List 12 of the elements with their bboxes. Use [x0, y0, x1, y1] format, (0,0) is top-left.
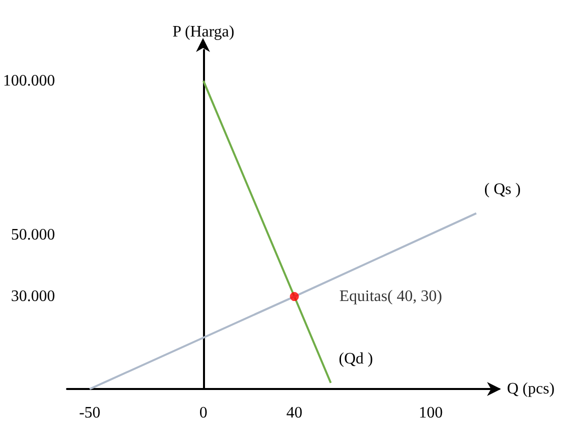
y-tick-label: 100.000: [3, 72, 55, 90]
x-tick-label: 0: [199, 404, 208, 422]
y-axis-title: P (Harga): [172, 24, 234, 40]
x-axis-title: Q (pcs): [507, 380, 555, 398]
y-tick-label: 50.000: [11, 226, 55, 244]
annotation: Equitas( 40, 30): [339, 288, 442, 306]
series-label: ( Qs ): [484, 180, 521, 198]
x-tick-label: 40: [286, 404, 302, 422]
y-tick-label: 30.000: [11, 288, 55, 306]
x-tick-label: -50: [79, 404, 100, 422]
x-tick-label: 100: [418, 404, 443, 422]
series-label: (Qd ): [338, 350, 373, 368]
